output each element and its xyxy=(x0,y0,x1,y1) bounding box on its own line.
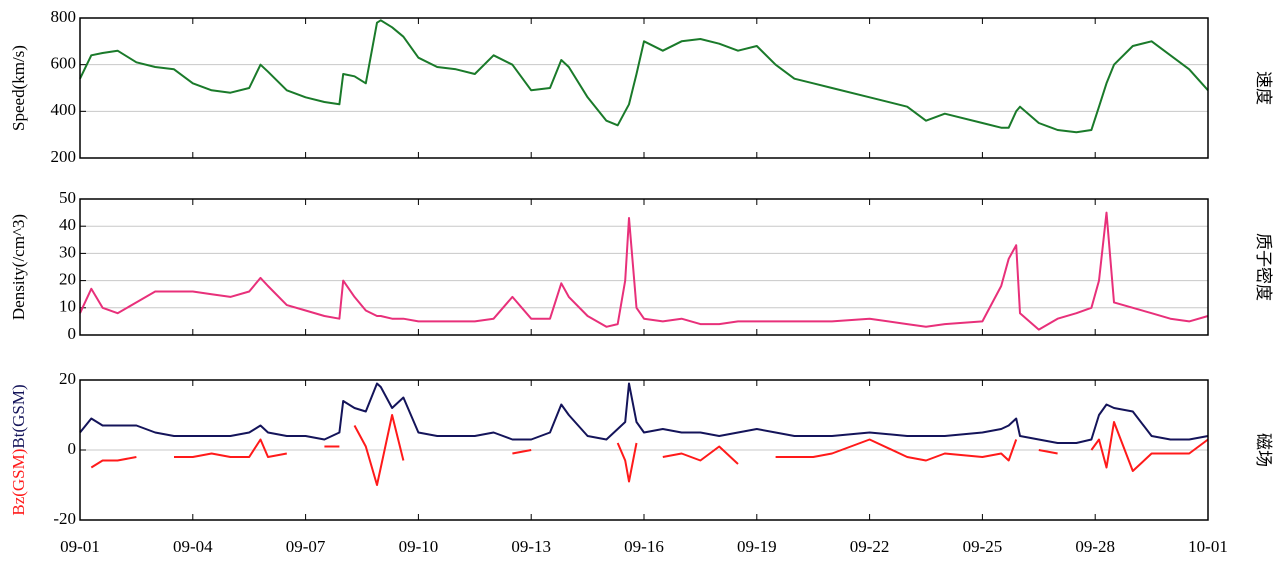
x-tick-label: 09-07 xyxy=(286,537,326,556)
panel-title: 质子密度 xyxy=(1254,233,1273,301)
y-tick-label: 200 xyxy=(51,147,77,166)
y-axis-label: Speed(km/s) xyxy=(9,45,28,131)
x-tick-label: 10-01 xyxy=(1188,537,1228,556)
y-tick-label: 30 xyxy=(59,242,76,261)
x-tick-label: 09-28 xyxy=(1075,537,1115,556)
y-tick-label: 50 xyxy=(59,188,76,207)
x-tick-label: 09-16 xyxy=(624,537,664,556)
data-line xyxy=(79,19,1209,134)
legend-label: Bt(GSM) xyxy=(9,384,28,448)
x-tick-label: 09-22 xyxy=(850,537,890,556)
data-line xyxy=(90,414,1209,486)
y-tick-label: 40 xyxy=(59,215,76,234)
panel-title: 速度 xyxy=(1254,71,1273,105)
y-tick-label: -20 xyxy=(53,509,76,528)
panel-title: 磁场 xyxy=(1254,433,1273,467)
y-tick-label: 10 xyxy=(59,297,76,316)
y-tick-label: 0 xyxy=(68,439,77,458)
y-axis-label: Bz(GSM)Bt(GSM) xyxy=(9,384,28,515)
x-tick-label: 09-04 xyxy=(173,537,213,556)
y-tick-label: 20 xyxy=(59,369,76,388)
y-tick-label: 800 xyxy=(51,7,77,26)
data-line xyxy=(79,382,1209,444)
y-tick-label: 20 xyxy=(59,270,76,289)
plot-frame xyxy=(79,17,1209,159)
x-tick-label: 09-10 xyxy=(399,537,439,556)
y-tick-label: 600 xyxy=(51,54,77,73)
x-tick-label: 09-13 xyxy=(511,537,551,556)
x-tick-label: 09-01 xyxy=(60,537,100,556)
y-tick-label: 0 xyxy=(68,324,77,343)
x-tick-label: 09-19 xyxy=(737,537,777,556)
x-tick-label: 09-25 xyxy=(963,537,1003,556)
data-line xyxy=(79,211,1209,331)
legend-label: Bz(GSM) xyxy=(9,449,28,516)
plot-frame xyxy=(79,379,1209,521)
plot-frame xyxy=(79,198,1209,336)
y-tick-label: 400 xyxy=(51,100,77,119)
y-axis-label: Density(/cm^3) xyxy=(9,214,28,320)
